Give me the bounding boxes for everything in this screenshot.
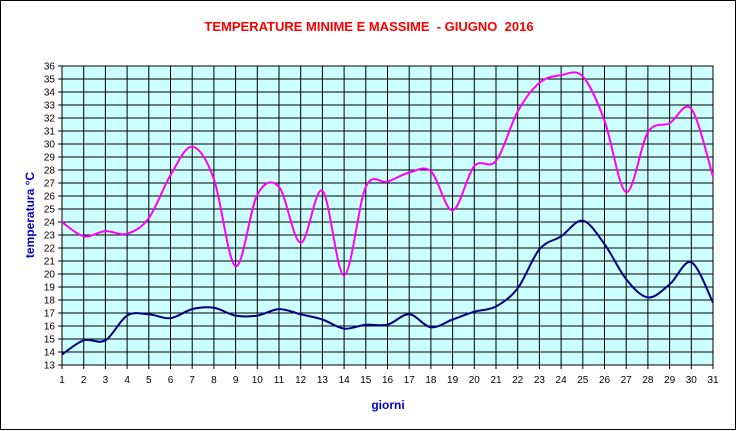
y-tick-label: 20: [44, 270, 56, 281]
x-tick-label: 16: [382, 375, 394, 386]
series-lines: [61, 71, 714, 356]
y-tick-label: 29: [44, 153, 56, 164]
x-tick-label: 5: [146, 375, 152, 386]
x-tick-label: 29: [664, 375, 676, 386]
x-tick-label: 1: [59, 375, 65, 386]
x-tick-label: 13: [317, 375, 329, 386]
x-tick-label: 4: [124, 375, 130, 386]
y-tick-label: 30: [44, 140, 56, 151]
series-line-min: [61, 219, 714, 356]
x-tick-label: 12: [295, 375, 307, 386]
y-tick-label: 27: [44, 179, 56, 190]
y-tick-label: 17: [44, 309, 56, 320]
y-tick-label: 33: [44, 101, 56, 112]
x-tick-label: 8: [211, 375, 217, 386]
y-tick-label: 21: [44, 257, 56, 268]
x-tick-label: 7: [189, 375, 195, 386]
y-tick-label: 14: [44, 348, 56, 359]
x-tick-label: 18: [425, 375, 437, 386]
x-tick-label: 17: [404, 375, 416, 386]
y-tick-label: 19: [44, 283, 56, 294]
x-tick-label: 14: [339, 375, 351, 386]
y-tick-label: 15: [44, 335, 56, 346]
y-tick-label: 13: [44, 361, 56, 372]
series-line-max: [61, 71, 714, 277]
x-axis-title: giorni: [371, 398, 404, 412]
x-tick-label: 21: [490, 375, 502, 386]
y-tick-label: 31: [44, 127, 56, 138]
y-tick-label: 32: [44, 114, 56, 125]
y-tick-label: 26: [44, 192, 56, 203]
x-tick-label: 9: [233, 375, 239, 386]
x-tick-label: 15: [360, 375, 372, 386]
x-tick-label: 31: [707, 375, 719, 386]
y-tick-label: 16: [44, 322, 56, 333]
x-tick-label: 28: [642, 375, 654, 386]
x-tick-label: 30: [686, 375, 698, 386]
y-axis-title: temperatura °C: [23, 172, 37, 258]
tick-labels: 1314151617181920212223242526272829303132…: [44, 62, 719, 387]
x-tick-label: 19: [447, 375, 459, 386]
grid-lines: [62, 66, 713, 365]
chart-title: TEMPERATURE MINIME E MASSIME - GIUGNO 20…: [204, 19, 533, 34]
x-tick-label: 3: [103, 375, 109, 386]
x-tick-label: 22: [512, 375, 524, 386]
y-tick-label: 22: [44, 244, 56, 255]
y-tick-label: 24: [44, 218, 56, 229]
y-tick-label: 18: [44, 296, 56, 307]
y-tick-label: 34: [44, 88, 56, 99]
x-tick-label: 11: [274, 375, 285, 386]
y-tick-label: 25: [44, 205, 56, 216]
y-tick-label: 36: [44, 62, 56, 73]
y-tick-label: 35: [44, 75, 56, 86]
x-tick-label: 20: [469, 375, 481, 386]
x-tick-label: 24: [556, 375, 568, 386]
x-tick-label: 10: [252, 375, 264, 386]
x-tick-label: 23: [534, 375, 546, 386]
x-tick-label: 6: [168, 375, 174, 386]
x-tick-label: 27: [621, 375, 633, 386]
x-tick-label: 2: [81, 375, 87, 386]
x-tick-label: 26: [599, 375, 611, 386]
y-tick-label: 28: [44, 166, 56, 177]
y-tick-label: 23: [44, 231, 56, 242]
x-tick-label: 25: [577, 375, 589, 386]
